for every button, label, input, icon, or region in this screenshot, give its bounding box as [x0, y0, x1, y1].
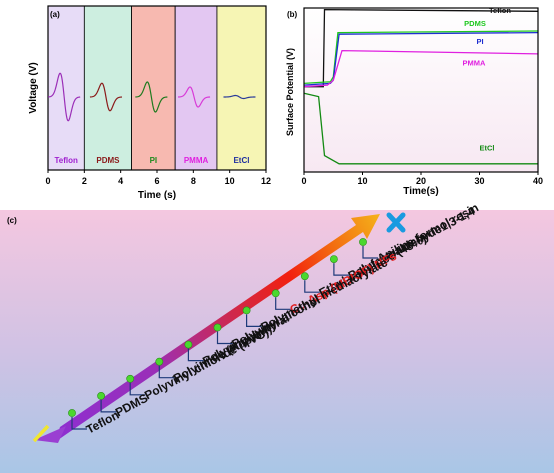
surface-potential-series [303, 8, 539, 165]
material-bands [47, 5, 267, 171]
material-dot [126, 374, 135, 383]
panel-b-x-tick-label: 10 [357, 176, 367, 186]
series-line-pmma [303, 49, 539, 88]
band-label-teflon: Teflon [54, 156, 78, 165]
material-dot [329, 255, 338, 263]
band-label-pmma: PMMA [184, 156, 209, 165]
signal-etcl [223, 94, 256, 100]
series-label-pdms: PDMS [464, 19, 486, 28]
material-leader [216, 331, 233, 345]
panel-b-x-tick-label: 30 [474, 176, 484, 186]
panel-b-x-tick-label: 0 [301, 176, 306, 186]
series-label-teflon: Teflon [489, 6, 511, 15]
band-labels: Teflon PDMS PI PMMA EtCl [54, 156, 249, 165]
panel-a-x-tick-label: 0 [45, 176, 50, 186]
panel-c-background [0, 210, 554, 473]
material-leader [187, 348, 204, 362]
panel-a-x-tick-label: 2 [82, 176, 87, 186]
material-leader [362, 246, 378, 259]
panel-a-label: (a) [50, 10, 60, 19]
panel-b-x-ticks: 0 10 20 30 40 [301, 172, 543, 186]
series-label-pmma: PMMA [463, 58, 486, 67]
material-dot [271, 289, 280, 298]
minus-sign-mark [32, 424, 50, 443]
band-pmma [174, 5, 218, 171]
series-line-etcl [303, 92, 538, 165]
series-line-teflon [304, 8, 539, 88]
material-leader [71, 417, 87, 430]
panel-c-label: (c) [7, 216, 17, 225]
material-dot [242, 306, 251, 315]
signal-teflon [48, 72, 81, 122]
positive-end: + [386, 212, 406, 233]
plus-sign-mark [386, 212, 406, 233]
material-dot [97, 391, 105, 400]
material-dot [359, 238, 367, 246]
material-dot [184, 340, 193, 349]
material-leader [333, 263, 349, 276]
material-leader [158, 365, 175, 379]
band-label-etcl: EtCl [233, 156, 249, 165]
material-dot [68, 409, 76, 417]
voltage-signals [48, 72, 256, 122]
panel-a-ylabel: Voltage (V) [28, 62, 39, 113]
panel-b-x-tick-label: 20 [416, 176, 426, 186]
negative-end: − [32, 424, 50, 443]
panel-a-x-tick-label: 8 [191, 176, 196, 186]
material-leader [275, 297, 291, 310]
panel-a-x-tick-label: 12 [261, 176, 271, 186]
negative-arrow-head [34, 426, 66, 443]
material-leader [304, 280, 320, 293]
series-label-etcl: EtCl [480, 144, 495, 153]
panel-a-x-tick-label: 10 [225, 176, 235, 186]
material-dot [155, 357, 164, 366]
band-label-pi: PI [150, 156, 158, 165]
panel-a-x-tick-label: 6 [154, 176, 159, 186]
panel-b-label: (b) [287, 10, 298, 19]
panel-b-ylabel: Surface Potential (V) [285, 48, 295, 136]
panel-a: Teflon PDMS PI PMMA EtCl 0 2 4 6 8 10 12 (a) Volta… [28, 5, 271, 201]
material-dot [300, 272, 309, 281]
panel-a-xlabel: Time (s) [138, 190, 176, 201]
material-dot [213, 323, 222, 332]
panel-b-background [304, 8, 538, 172]
band-pi [131, 5, 176, 171]
material-leader [129, 382, 146, 396]
panel-a-x-tick-label: 4 [118, 176, 123, 186]
signal-pdms [89, 82, 123, 112]
signal-pmma [178, 86, 211, 108]
material-leader [100, 399, 117, 413]
panel-c: (c) − + Aniline formol resinPolyformalde… [0, 200, 554, 473]
series-label-pi: PI [476, 37, 483, 46]
material-leader [246, 314, 262, 327]
panel-a-x-ticks: 0 2 4 6 8 10 12 [45, 170, 271, 186]
band-etcl [216, 5, 267, 171]
band-pdms [83, 5, 132, 171]
signal-pi [135, 81, 168, 113]
panel-b-xlabel: Time(s) [403, 186, 438, 197]
band-teflon [47, 5, 85, 171]
band-label-pdms: PDMS [96, 156, 120, 165]
panel-b-x-tick-label: 40 [533, 176, 543, 186]
